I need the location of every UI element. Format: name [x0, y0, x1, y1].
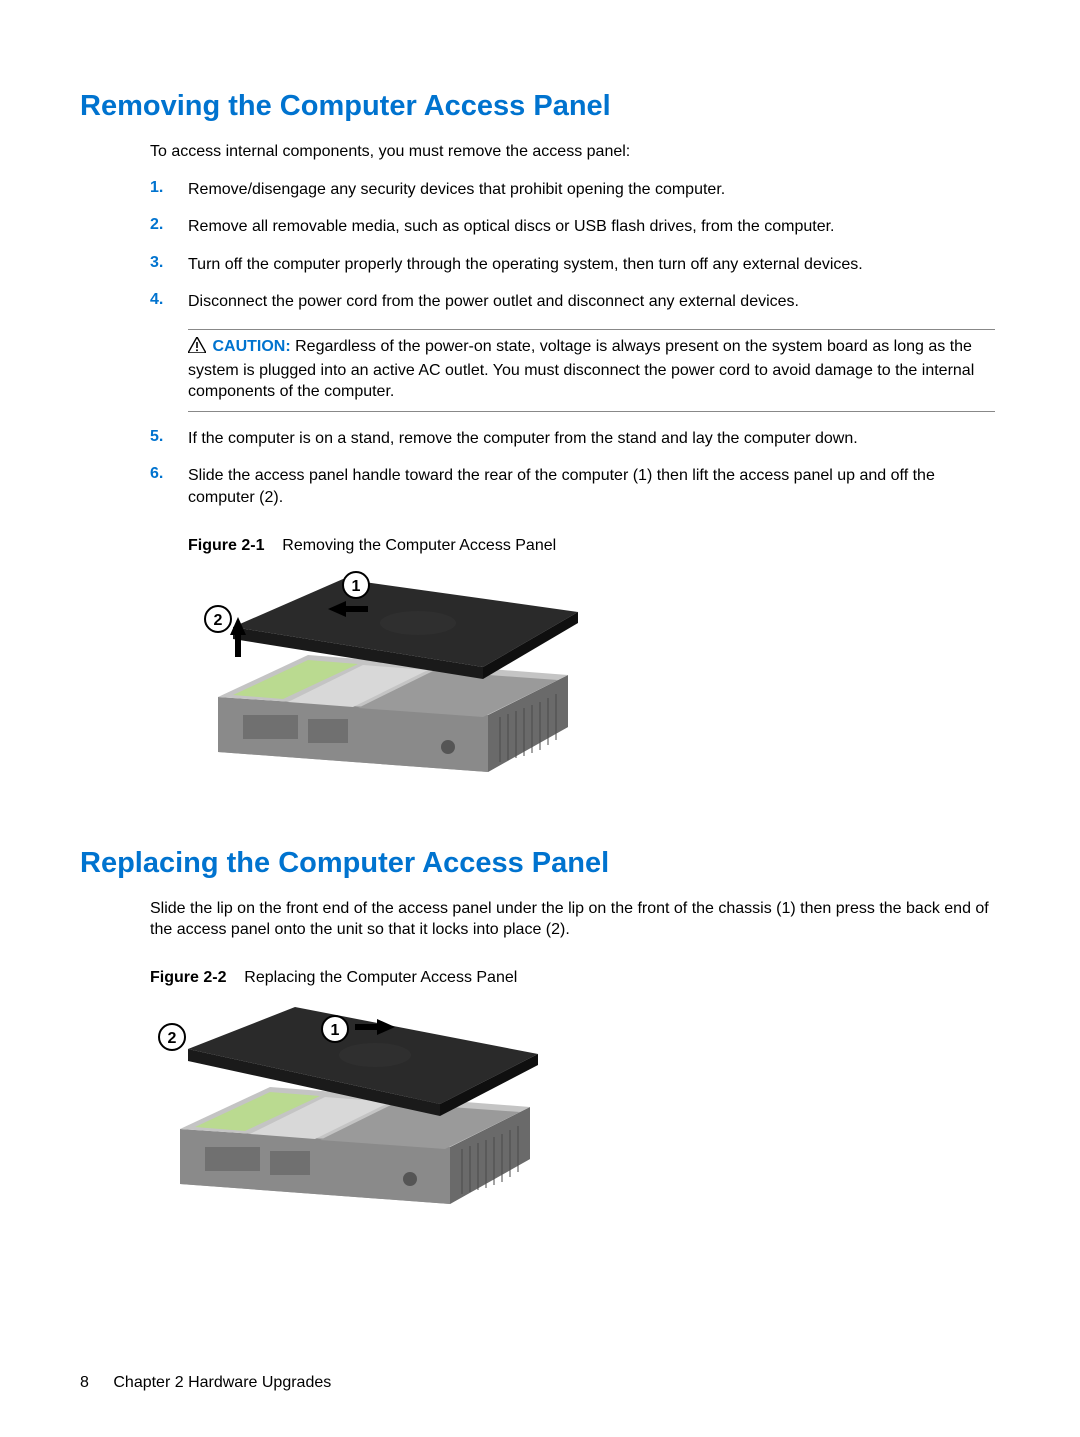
svg-text:2: 2 — [168, 1030, 177, 1047]
page-number: 8 — [80, 1374, 89, 1391]
caution-label: CAUTION: — [212, 338, 290, 355]
callout-2: 2 — [159, 1024, 185, 1050]
step-item: 5. If the computer is on a stand, remove… — [150, 428, 995, 450]
svg-text:2: 2 — [214, 612, 223, 629]
callout-2: 2 — [205, 606, 246, 657]
section1-intro: To access internal components, you must … — [150, 141, 995, 163]
step-text: If the computer is on a stand, remove th… — [188, 428, 858, 450]
figure2-image: 1 2 — [150, 999, 995, 1219]
figure1-caption: Figure 2-1 Removing the Computer Access … — [188, 537, 995, 555]
step-number: 6. — [150, 465, 188, 508]
section1-steps-list-cont: 5. If the computer is on a stand, remove… — [150, 428, 995, 509]
step-number: 5. — [150, 428, 188, 450]
step-number: 1. — [150, 179, 188, 201]
figure1-caption-text: Removing the Computer Access Panel — [282, 537, 556, 554]
caution-content: CAUTION: Regardless of the power-on stat… — [188, 336, 995, 403]
step-number: 4. — [150, 291, 188, 313]
step-item: 3. Turn off the computer properly throug… — [150, 254, 995, 276]
figure1-label: Figure 2-1 — [188, 537, 264, 554]
step-text: Slide the access panel handle toward the… — [188, 465, 995, 508]
step-text: Remove all removable media, such as opti… — [188, 216, 835, 238]
document-page: Removing the Computer Access Panel To ac… — [0, 0, 1080, 1219]
step-number: 3. — [150, 254, 188, 276]
step-number: 2. — [150, 216, 188, 238]
section1-title: Removing the Computer Access Panel — [80, 90, 995, 123]
warning-icon — [188, 337, 206, 360]
step-text: Remove/disengage any security devices th… — [188, 179, 725, 201]
chassis — [218, 655, 568, 772]
step-text: Turn off the computer properly through t… — [188, 254, 863, 276]
step-text: Disconnect the power cord from the power… — [188, 291, 799, 313]
figure2-caption: Figure 2-2 Replacing the Computer Access… — [150, 969, 995, 987]
caution-text: Regardless of the power-on state, voltag… — [188, 338, 974, 400]
chassis — [180, 1087, 530, 1204]
figure2-caption-text: Replacing the Computer Access Panel — [244, 969, 517, 986]
access-panel — [233, 579, 578, 679]
figure1-image: 1 2 — [188, 567, 995, 787]
caution-box: CAUTION: Regardless of the power-on stat… — [188, 329, 995, 412]
section2-title: Replacing the Computer Access Panel — [80, 847, 995, 880]
svg-text:1: 1 — [331, 1022, 340, 1039]
section2-body: Slide the lip on the front end of the ac… — [150, 898, 995, 941]
step-item: 1. Remove/disengage any security devices… — [150, 179, 995, 201]
figure2-label: Figure 2-2 — [150, 969, 226, 986]
section1-steps-list: 1. Remove/disengage any security devices… — [150, 179, 995, 313]
chapter-label: Chapter 2 Hardware Upgrades — [113, 1374, 331, 1391]
step-item: 4. Disconnect the power cord from the po… — [150, 291, 995, 313]
page-footer: 8 Chapter 2 Hardware Upgrades — [80, 1374, 331, 1392]
step-item: 6. Slide the access panel handle toward … — [150, 465, 995, 508]
step-item: 2. Remove all removable media, such as o… — [150, 216, 995, 238]
svg-text:1: 1 — [352, 578, 361, 595]
